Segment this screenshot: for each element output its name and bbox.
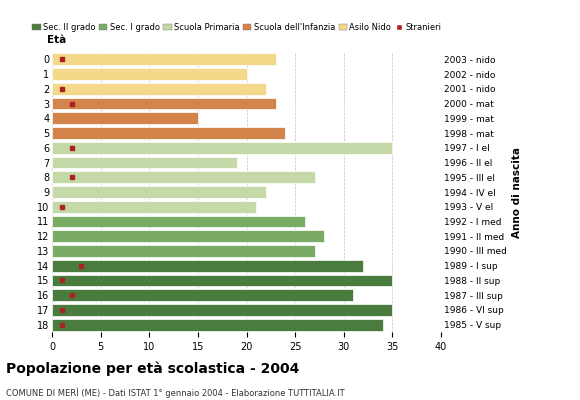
Bar bbox=[52, 83, 266, 95]
Bar bbox=[52, 112, 198, 124]
Text: COMUNE DI MERÌ (ME) - Dati ISTAT 1° gennaio 2004 - Elaborazione TUTTITALIA.IT: COMUNE DI MERÌ (ME) - Dati ISTAT 1° genn… bbox=[6, 388, 345, 398]
Bar bbox=[52, 230, 324, 242]
Bar bbox=[52, 186, 266, 198]
Text: Età: Età bbox=[48, 35, 67, 45]
Bar bbox=[52, 68, 246, 80]
Bar bbox=[52, 127, 285, 139]
Text: Popolazione per età scolastica - 2004: Popolazione per età scolastica - 2004 bbox=[6, 362, 299, 376]
Bar bbox=[52, 171, 314, 183]
Bar bbox=[52, 274, 392, 286]
Bar bbox=[52, 260, 363, 272]
Bar bbox=[52, 157, 237, 168]
Bar bbox=[52, 304, 392, 316]
Bar bbox=[52, 54, 276, 65]
Legend: Sec. II grado, Sec. I grado, Scuola Primaria, Scuola dell'Infanzia, Asilo Nido, : Sec. II grado, Sec. I grado, Scuola Prim… bbox=[29, 20, 445, 36]
Bar bbox=[52, 201, 256, 213]
Bar bbox=[52, 142, 392, 154]
Bar bbox=[52, 216, 305, 227]
Bar bbox=[52, 245, 314, 257]
Y-axis label: Anno di nascita: Anno di nascita bbox=[512, 146, 522, 238]
Bar bbox=[52, 289, 353, 301]
Bar bbox=[52, 319, 383, 330]
Bar bbox=[52, 98, 276, 110]
